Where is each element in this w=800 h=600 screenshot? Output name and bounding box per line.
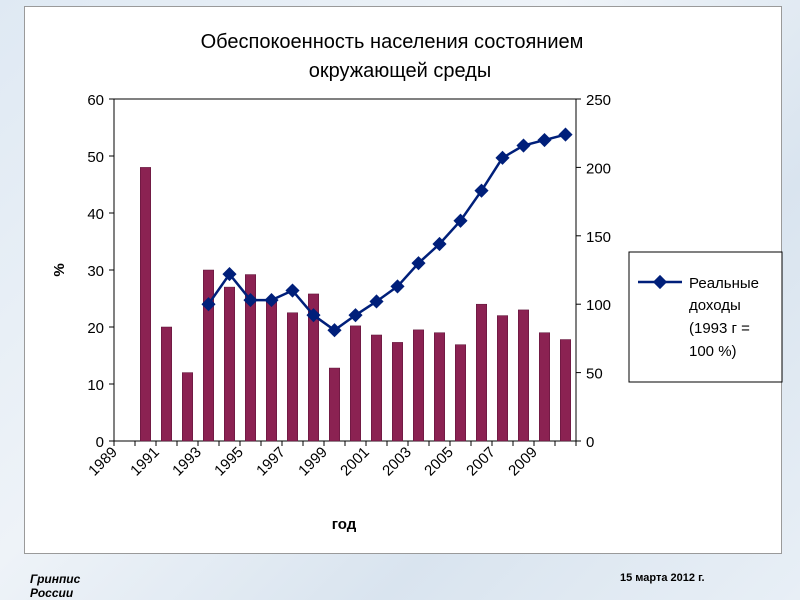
x-tick-label: 2001 [337,444,373,480]
y-tick-label: 50 [87,149,104,166]
bar [140,167,151,442]
bar [413,329,424,442]
bar [182,372,193,442]
bar [518,309,529,442]
bar [539,332,550,442]
y-tick-label: 60 [87,92,104,109]
bar [329,367,340,442]
income-point [558,127,573,142]
bar [476,303,487,442]
legend-text-line3: (1993 г = [689,320,750,337]
chart-title-line1: Обеспокоенность населения состоянием [201,31,584,53]
income-point [495,150,510,165]
y2-tick-label: 50 [586,366,603,383]
income-point [390,279,405,294]
bar [161,326,172,442]
income-point [537,132,552,148]
income-point [222,267,237,282]
y-tick-label: 0 [96,434,104,451]
bar [224,286,235,442]
bar [308,293,319,442]
bar [266,301,277,442]
income-point [369,294,384,309]
bar [245,274,256,442]
y2-tick-label: 250 [586,92,611,109]
chart-title-line2: окружающей среды [309,60,491,82]
income-point [516,138,531,153]
income-line [207,133,566,332]
income-point [411,256,426,271]
income-point [243,293,258,308]
x-tick-label: 1997 [253,444,289,480]
y-tick-label: 20 [87,320,104,337]
legend-text-line4: 100 %) [689,343,737,360]
income-point [201,297,216,312]
x-tick-label: 2009 [505,444,541,480]
x-tick-label: 2007 [463,444,499,480]
legend-text-line1: Реальные [689,275,759,292]
x-tick-label: 2005 [421,444,457,480]
income-point [453,213,468,228]
income-point [348,308,363,323]
bar [203,269,214,442]
income-point [327,323,342,338]
bar [287,312,298,442]
x-tick-label: 1995 [211,444,247,480]
y-tick-label: 30 [87,263,104,280]
bar [560,339,571,442]
x-tick-label: 1999 [295,444,331,480]
legend-box [628,251,783,383]
bar [350,325,361,442]
y-tick-label: 10 [87,377,104,394]
bar [392,342,403,442]
legend-text-line2: доходы [689,297,741,314]
x-tick-label: 2003 [379,444,415,480]
income-point [432,236,447,252]
footer-date: 15 марта 2012 г. [620,572,705,584]
x-tick-label: 1989 [85,444,121,480]
y2-tick-label: 200 [586,160,611,177]
legend-marker-swatch [652,274,668,290]
income-point [264,293,279,308]
bar [455,344,466,442]
x-axis-label: год [332,516,357,533]
y-axis-label: % [51,263,68,276]
bar [371,334,382,442]
y2-tick-label: 150 [586,229,611,246]
income-point [306,308,321,323]
x-tick-label: 1993 [169,444,205,480]
income-point [285,283,300,298]
footer-organization: Гринпис России [30,572,81,600]
y-tick-label: 40 [87,206,104,223]
y2-tick-label: 0 [586,434,594,451]
y2-tick-label: 100 [586,297,611,314]
x-tick-label: 1991 [127,444,163,480]
income-point [474,183,489,198]
bar [434,332,445,442]
bar [497,315,508,442]
